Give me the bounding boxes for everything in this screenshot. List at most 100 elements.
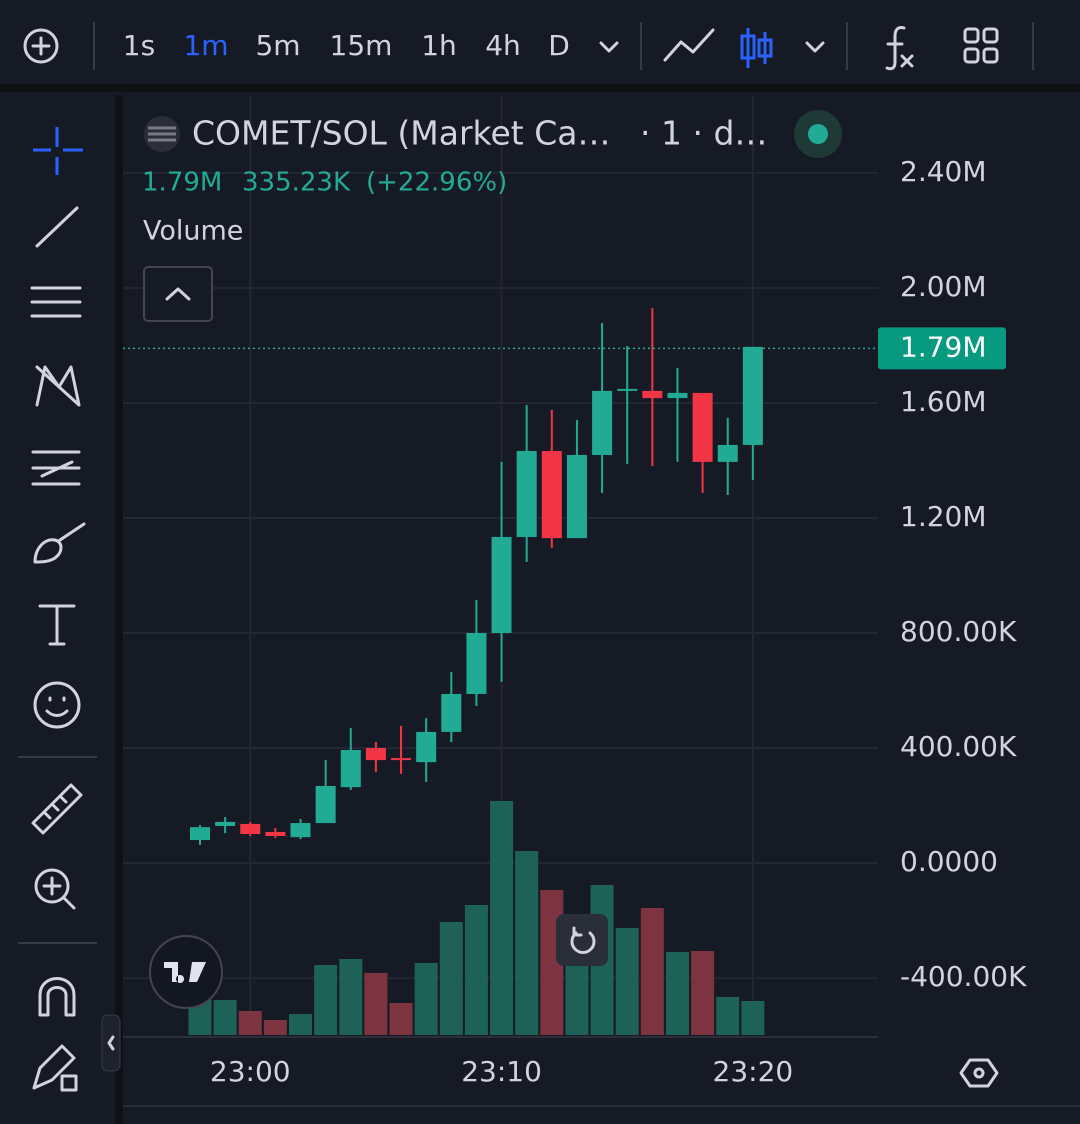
volume-bar	[188, 1000, 212, 1035]
symbol-title: COMET/SOL (Market Ca…	[192, 114, 610, 153]
volume-bar	[615, 928, 639, 1035]
interval-button[interactable]: 4h	[485, 29, 521, 62]
emoji-icon	[45, 696, 69, 717]
price-axis: 2.40M 2.00M 1.60M 1.20M 800.00K 400.00K 0.0000…	[878, 155, 1027, 993]
last-price-label: 1.79M	[900, 330, 987, 363]
volume-bar	[314, 965, 338, 1035]
magnet-tool[interactable]	[38, 977, 76, 1017]
candle-chart-icon[interactable]	[740, 28, 773, 68]
candle-body	[365, 748, 386, 761]
reset-bg	[556, 914, 608, 966]
status-dot	[808, 124, 828, 144]
pattern-tool[interactable]	[35, 365, 81, 407]
candle-body	[340, 750, 361, 788]
line-chart-icon[interactable]	[663, 28, 715, 62]
add-icon	[23, 28, 59, 64]
interval-button[interactable]: 1h	[421, 29, 457, 62]
interval-button[interactable]: D	[548, 29, 570, 62]
volume-bar	[263, 1020, 287, 1035]
emoji-tool[interactable]	[33, 681, 81, 729]
volume-bar	[716, 997, 740, 1035]
y-tick-label: 400.00K	[900, 730, 1017, 763]
x-tick-label: 23:10	[461, 1055, 542, 1088]
reset-button[interactable]	[556, 914, 608, 966]
crosshair-tool[interactable]	[33, 127, 83, 175]
volume-label: Volume	[143, 216, 243, 247]
y-tick-label: -400.00K	[900, 960, 1027, 993]
tradingview-logo[interactable]	[149, 935, 223, 1009]
dropdown-icon[interactable]	[599, 41, 619, 53]
zoom-icon	[42, 876, 76, 910]
interval-button[interactable]: 5m	[255, 29, 300, 62]
collapse-legend-icon	[165, 287, 191, 301]
indicators-icon[interactable]	[885, 26, 914, 71]
collapse-legend-button[interactable]	[143, 266, 213, 322]
volume-bar	[414, 963, 438, 1035]
candle-body	[441, 693, 462, 732]
reset-icon	[570, 926, 596, 954]
lock-tool[interactable]	[32, 1044, 78, 1092]
x-tick-label: 23:20	[713, 1055, 794, 1088]
candle-icon	[757, 38, 773, 58]
candle-layer	[123, 308, 878, 845]
y-tick-label: 0.0000	[900, 845, 998, 878]
candle-icon	[740, 34, 756, 60]
interval-button[interactable]: 1m	[183, 29, 228, 62]
volume-bar	[665, 952, 689, 1035]
layout-icon[interactable]	[963, 27, 999, 64]
y-tick-label: 800.00K	[900, 615, 1017, 648]
last-price-box	[878, 327, 1006, 370]
candle-body	[315, 785, 336, 824]
layout-cell	[982, 27, 999, 44]
volume-bar	[565, 950, 589, 1035]
volume-bar	[515, 851, 539, 1035]
volume-bar	[289, 1014, 313, 1035]
volume-bar	[238, 1011, 262, 1035]
collapse-handle[interactable]	[101, 1014, 121, 1072]
candle-body	[742, 346, 763, 445]
settings-button[interactable]	[959, 1058, 999, 1088]
emoji-icon	[33, 681, 81, 729]
volume-bar	[364, 973, 388, 1035]
volume-bar	[691, 951, 715, 1035]
interval-button[interactable]: 15m	[330, 29, 393, 62]
candle-body	[717, 444, 738, 462]
projection-tool[interactable]	[31, 450, 81, 486]
zoom-tool[interactable]	[34, 868, 76, 910]
add-button[interactable]	[23, 28, 59, 64]
fib-tool[interactable]	[30, 286, 82, 318]
zoom-icon	[34, 868, 70, 904]
logo-mark	[164, 962, 206, 983]
symbol-logo	[148, 126, 176, 142]
volume-bar	[640, 908, 664, 1035]
candle-body	[592, 390, 613, 456]
top-toolbar	[0, 0, 1080, 88]
candle-body	[491, 536, 512, 634]
trend-line-tool[interactable]	[35, 206, 79, 248]
candle-body	[265, 831, 286, 837]
layout-cell	[963, 47, 980, 64]
settings-icon	[959, 1058, 999, 1088]
text-tool[interactable]	[38, 604, 76, 646]
dropdown-icon[interactable]	[805, 41, 825, 53]
candle-body	[240, 823, 261, 835]
candle-body	[466, 633, 487, 694]
change-value: 335.23K	[242, 168, 351, 198]
interval-label: · 1 · d…	[640, 114, 767, 153]
layout-cell	[982, 47, 999, 64]
y-tick-label: 2.00M	[900, 270, 987, 303]
volume-bar	[741, 1001, 765, 1035]
candle-body	[692, 392, 713, 462]
candle-body	[617, 388, 638, 391]
x-tick-label: 23:00	[210, 1055, 291, 1088]
interval-button[interactable]: 1s	[123, 29, 155, 62]
volume-bar	[389, 1003, 413, 1035]
collapse-icon	[107, 1035, 115, 1051]
candle-body	[541, 450, 562, 539]
brush-tool[interactable]	[33, 522, 86, 564]
volume-bar	[339, 959, 363, 1035]
ruler-tool[interactable]	[31, 783, 83, 835]
volume-bar	[439, 922, 463, 1035]
